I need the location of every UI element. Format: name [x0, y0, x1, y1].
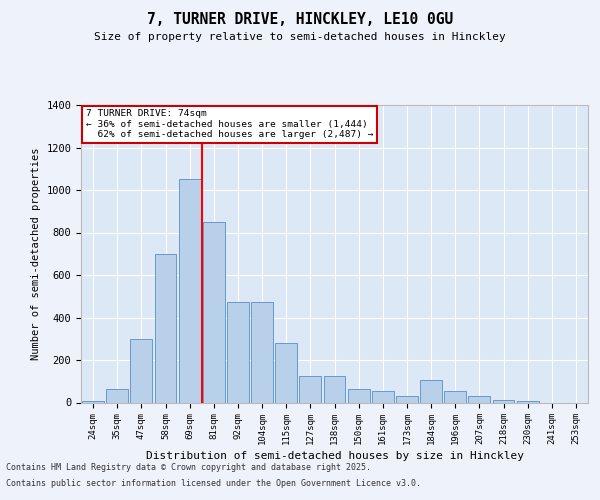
Text: Contains public sector information licensed under the Open Government Licence v3: Contains public sector information licen…	[6, 478, 421, 488]
Text: Size of property relative to semi-detached houses in Hinckley: Size of property relative to semi-detach…	[94, 32, 506, 42]
Bar	[348, 388, 370, 402]
Text: 7, TURNER DRIVE, HINCKLEY, LE10 0GU: 7, TURNER DRIVE, HINCKLEY, LE10 0GU	[147, 12, 453, 28]
X-axis label: Distribution of semi-detached houses by size in Hinckley: Distribution of semi-detached houses by …	[146, 452, 523, 462]
Bar	[445, 391, 466, 402]
Bar	[493, 400, 514, 402]
Bar	[420, 380, 442, 402]
Text: Contains HM Land Registry data © Crown copyright and database right 2025.: Contains HM Land Registry data © Crown c…	[6, 464, 371, 472]
Bar	[251, 302, 273, 402]
Bar	[396, 396, 418, 402]
Bar	[179, 180, 200, 402]
Bar	[323, 376, 346, 402]
Bar	[203, 222, 224, 402]
Y-axis label: Number of semi-detached properties: Number of semi-detached properties	[31, 148, 41, 360]
Bar	[155, 254, 176, 402]
Bar	[469, 396, 490, 402]
Bar	[130, 339, 152, 402]
Bar	[227, 302, 249, 402]
Bar	[106, 388, 128, 402]
Bar	[372, 391, 394, 402]
Bar	[299, 376, 321, 402]
Bar	[275, 343, 297, 402]
Text: 7 TURNER DRIVE: 74sqm
← 36% of semi-detached houses are smaller (1,444)
  62% of: 7 TURNER DRIVE: 74sqm ← 36% of semi-deta…	[86, 110, 374, 140]
